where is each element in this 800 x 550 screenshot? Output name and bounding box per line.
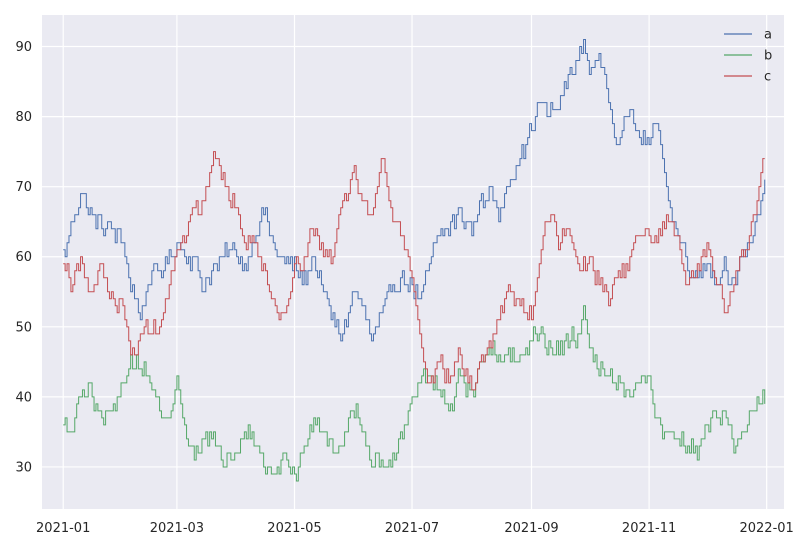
x-tick-label: 2021-11 — [622, 521, 676, 536]
series-line-b — [63, 305, 766, 482]
y-tick-label: 60 — [15, 250, 32, 265]
y-tick-label: 70 — [15, 180, 32, 195]
x-axis-tick-labels: 2021-01 2021-03 2021-05 2021-07 2021-09 2021-… — [36, 521, 794, 536]
y-tick-label: 50 — [15, 320, 32, 335]
x-tick-label: 2021-05 — [267, 521, 321, 536]
x-tick-label: 2022-01 — [739, 521, 793, 536]
x-tick-label: 2021-09 — [504, 521, 558, 536]
y-tick-label: 80 — [15, 110, 32, 125]
legend-label-b: b — [764, 49, 772, 64]
legend-label-a: a — [764, 28, 772, 43]
series-lines — [63, 39, 766, 482]
plot-background — [42, 15, 784, 509]
x-tick-label: 2021-07 — [385, 521, 439, 536]
series-line-c — [63, 151, 765, 391]
legend: abc — [724, 28, 772, 85]
y-tick-label: 90 — [15, 40, 32, 55]
legend-label-c: c — [764, 70, 771, 85]
x-tick-label: 2021-01 — [36, 521, 90, 536]
y-tick-label: 40 — [15, 390, 32, 405]
y-tick-label: 30 — [15, 460, 32, 475]
y-axis-tick-labels: 30 40 50 60 70 80 90 — [15, 40, 32, 475]
x-tick-label: 2021-03 — [150, 521, 204, 536]
